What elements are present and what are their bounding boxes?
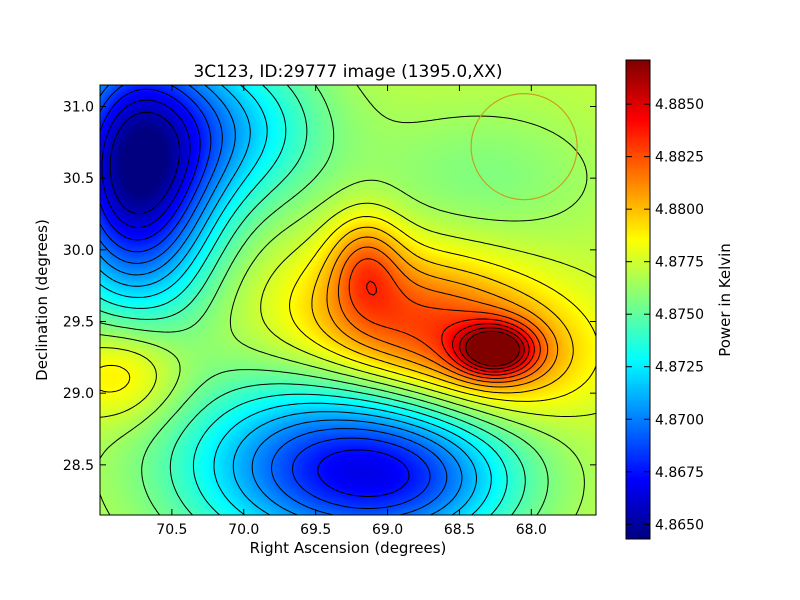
x-axis: 70.5 70.0 69.5 69.0 68.5 68.0 — [156, 85, 547, 538]
contour-level-15 — [326, 236, 559, 388]
colorbar-tick-label: 4.8725 — [655, 360, 704, 376]
contour-level-13 — [100, 216, 596, 402]
colorbar-tick-label: 4.8825 — [655, 150, 704, 166]
contour-lines — [100, 85, 596, 515]
colorbar-axis: 4.8650 4.8675 4.8700 4.8725 4.8750 4.8775 4.88… — [626, 97, 704, 533]
contour-level-0 — [109, 111, 181, 215]
contour-level-12 — [100, 202, 596, 418]
contour-level-16 — [337, 246, 549, 383]
chart-title: 3C123, ID:29777 image (1395.0,XX) — [193, 62, 502, 82]
contour-level-10 — [100, 85, 549, 515]
x-tick-label: 68.0 — [516, 522, 547, 538]
contour-level-20 — [459, 327, 525, 370]
y-tick-label: 29.5 — [63, 315, 94, 331]
x-tick-label: 69.5 — [300, 522, 331, 538]
contour-level-8 — [100, 85, 508, 515]
contour-level-1 — [101, 99, 191, 228]
contour-level-4 — [100, 85, 448, 515]
y-tick-label: 30.5 — [63, 171, 94, 187]
x-axis-label: Right Ascension (degrees) — [250, 539, 447, 557]
contour-level-21 — [465, 330, 520, 367]
y-tick-label: 30.0 — [63, 243, 94, 259]
colorbar — [626, 60, 650, 539]
y-tick-label: 28.5 — [63, 458, 94, 474]
x-tick-label: 70.5 — [156, 522, 187, 538]
colorbar-frame — [625, 59, 651, 540]
contour-level-3 — [100, 85, 431, 509]
contour-level-11 — [100, 85, 588, 515]
contour-level-9 — [100, 85, 526, 515]
colorbar-tick-label: 4.8675 — [655, 465, 704, 481]
colorbar-tick-label: 4.8700 — [655, 412, 704, 428]
contour-level-5 — [100, 85, 463, 515]
y-axis: 28.5 29.0 29.5 30.0 30.5 31.0 — [63, 100, 596, 474]
contour-level-18 — [366, 280, 535, 376]
y-tick-label: 29.0 — [63, 386, 94, 402]
colorbar-tick-label: 4.8850 — [655, 97, 704, 113]
x-tick-label: 68.5 — [444, 522, 475, 538]
colorbar-tick-label: 4.8775 — [655, 255, 704, 271]
beam-circle — [470, 92, 578, 201]
colorbar-tick-label: 4.8750 — [655, 307, 704, 323]
colorbar-tick-label: 4.8800 — [655, 202, 704, 218]
colorbar-label: Power in Kelvin — [716, 243, 734, 357]
heatmap — [100, 85, 596, 515]
y-tick-label: 31.0 — [63, 100, 94, 116]
contour-level-19 — [452, 323, 530, 373]
x-tick-label: 70.0 — [228, 522, 259, 538]
x-tick-label: 69.0 — [372, 522, 403, 538]
y-axis-label: Declination (degrees) — [33, 219, 51, 381]
plot-frame — [99, 84, 597, 516]
colorbar-tick-label: 4.8650 — [655, 517, 704, 533]
contour-level-6 — [100, 85, 477, 515]
contour-level-14 — [311, 226, 574, 394]
contour-level-2 — [100, 88, 410, 497]
contour-level-17 — [348, 258, 541, 379]
